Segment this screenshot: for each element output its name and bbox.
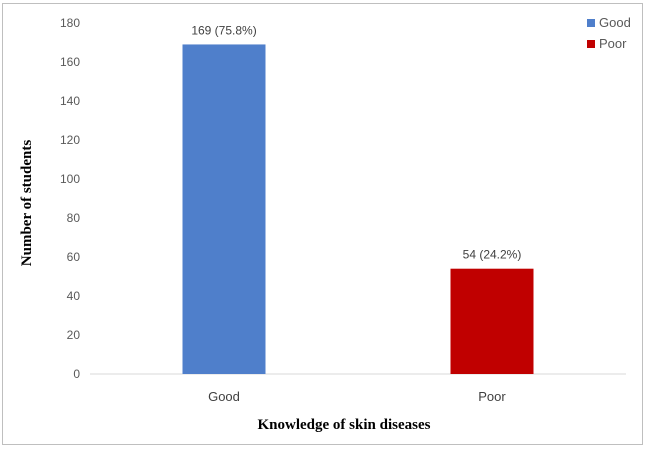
y-tick-label: 140 [60,94,80,108]
legend: Good Poor [587,15,631,51]
legend-swatch [587,40,595,48]
y-tick-label: 160 [60,55,80,69]
legend-label: Poor [599,36,627,51]
legend-label: Good [599,15,631,30]
y-tick-label: 20 [67,328,81,342]
y-tick-label: 180 [60,16,80,30]
data-labels: 169 (75.8%) 54 (24.2%) [191,23,521,261]
y-tick-label: 60 [67,250,81,264]
y-axis-title: Number of students [19,140,35,267]
y-tick-label: 120 [60,133,80,147]
x-axis-title: Knowledge of skin diseases [258,417,431,433]
y-tick-label: 100 [60,172,80,186]
y-tick-label: 40 [67,289,81,303]
y-axis-ticks: 0 20 40 60 80 100 120 140 160 180 [60,16,80,381]
bar-good [182,44,266,374]
x-tick-label: Good [208,389,240,404]
legend-swatch [587,19,595,27]
data-label: 169 (75.8%) [191,23,256,37]
y-tick-label: 80 [67,211,81,225]
bar-poor [450,268,534,374]
y-tick-label: 0 [73,367,80,381]
data-label: 54 (24.2%) [463,248,522,262]
chart-frame [2,3,643,445]
bars [182,44,534,374]
x-tick-label: Poor [478,389,506,404]
x-axis-categories: Good Poor [208,389,506,404]
